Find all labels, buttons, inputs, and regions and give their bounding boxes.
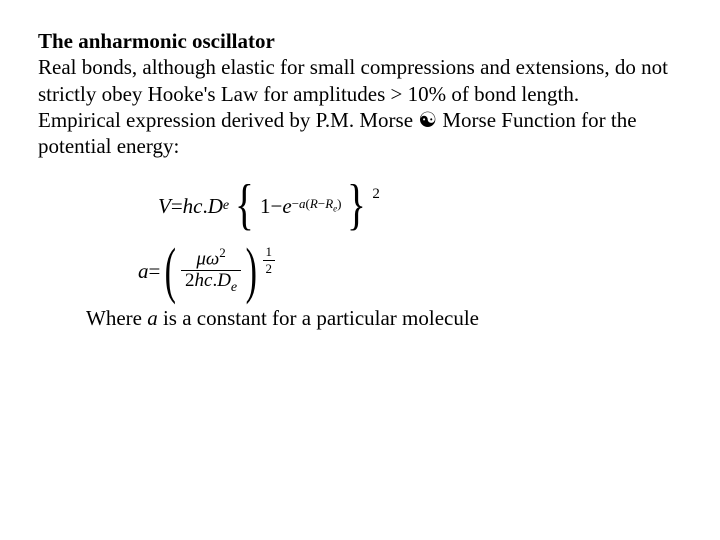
eq1-exp-neg: − <box>292 196 299 211</box>
eq1-D-sub-e: e <box>223 197 229 215</box>
paragraph-2: Empirical expression derived by P.M. Mor… <box>38 108 637 158</box>
eq2-fraction: μω2 2hc.De <box>181 246 241 295</box>
eq2-equals: = <box>149 258 161 284</box>
gt-symbol: > <box>391 82 403 106</box>
eq2-D: D <box>217 270 231 291</box>
paragraph-1: Real bonds, although elastic for small c… <box>38 55 668 105</box>
p2-text-a: Empirical expression derived by P.M. Mor… <box>38 108 418 132</box>
eq1-equals: = <box>171 193 183 219</box>
where-var-a: a <box>147 306 158 330</box>
eq2-half-den: 2 <box>266 261 273 277</box>
eq1-minus: − <box>271 193 283 219</box>
eq2-hc: hc <box>195 270 213 291</box>
where-text-a: Where <box>86 306 147 330</box>
equation-morse-potential: V = hc.De { 1 − e−a(R−Re) } 2 <box>158 183 682 228</box>
left-brace-icon: { <box>234 183 256 228</box>
equation-a-constant: a = ( μω2 2hc.De ) 1 2 <box>138 246 682 295</box>
section-title: The anharmonic oscillator <box>38 29 275 53</box>
eq2-half-power: 1 2 <box>263 244 275 278</box>
eq2-omega-sq: 2 <box>219 245 226 260</box>
arrow-icon: ☯ <box>418 108 437 132</box>
eq1-hc: hc <box>183 193 203 219</box>
eq1-one: 1 <box>260 193 271 219</box>
eq1-outer-square: 2 <box>372 185 380 204</box>
eq2-numerator: μω2 <box>192 246 229 270</box>
eq2-mu: μ <box>196 248 206 269</box>
where-text-b: is a constant for a particular molecule <box>158 306 479 330</box>
eq1-exp-rp: ) <box>337 196 341 211</box>
eq1-D: D <box>208 193 223 219</box>
eq2-omega: ω <box>206 248 219 269</box>
eq2-a: a <box>138 258 149 284</box>
eq1-V: V <box>158 193 171 219</box>
right-brace-icon: } <box>346 183 368 228</box>
left-paren-icon: ( <box>165 248 176 295</box>
eq1-exponent: −a(R−Re) <box>292 196 342 215</box>
eq1-exp-Re-R: R <box>325 196 333 211</box>
p1-text-b: 10% of bond length. <box>408 82 579 106</box>
eq2-two: 2 <box>185 270 195 291</box>
eq2-half-num: 1 <box>266 244 273 260</box>
where-clause: Where a is a constant for a particular m… <box>86 305 682 331</box>
eq1-exp-R: R <box>310 196 318 211</box>
eq2-denominator: 2hc.De <box>181 271 241 295</box>
eq2-D-sub-e: e <box>231 280 237 295</box>
eq1-e-base: e <box>282 193 291 219</box>
right-paren-icon: ) <box>246 248 257 295</box>
